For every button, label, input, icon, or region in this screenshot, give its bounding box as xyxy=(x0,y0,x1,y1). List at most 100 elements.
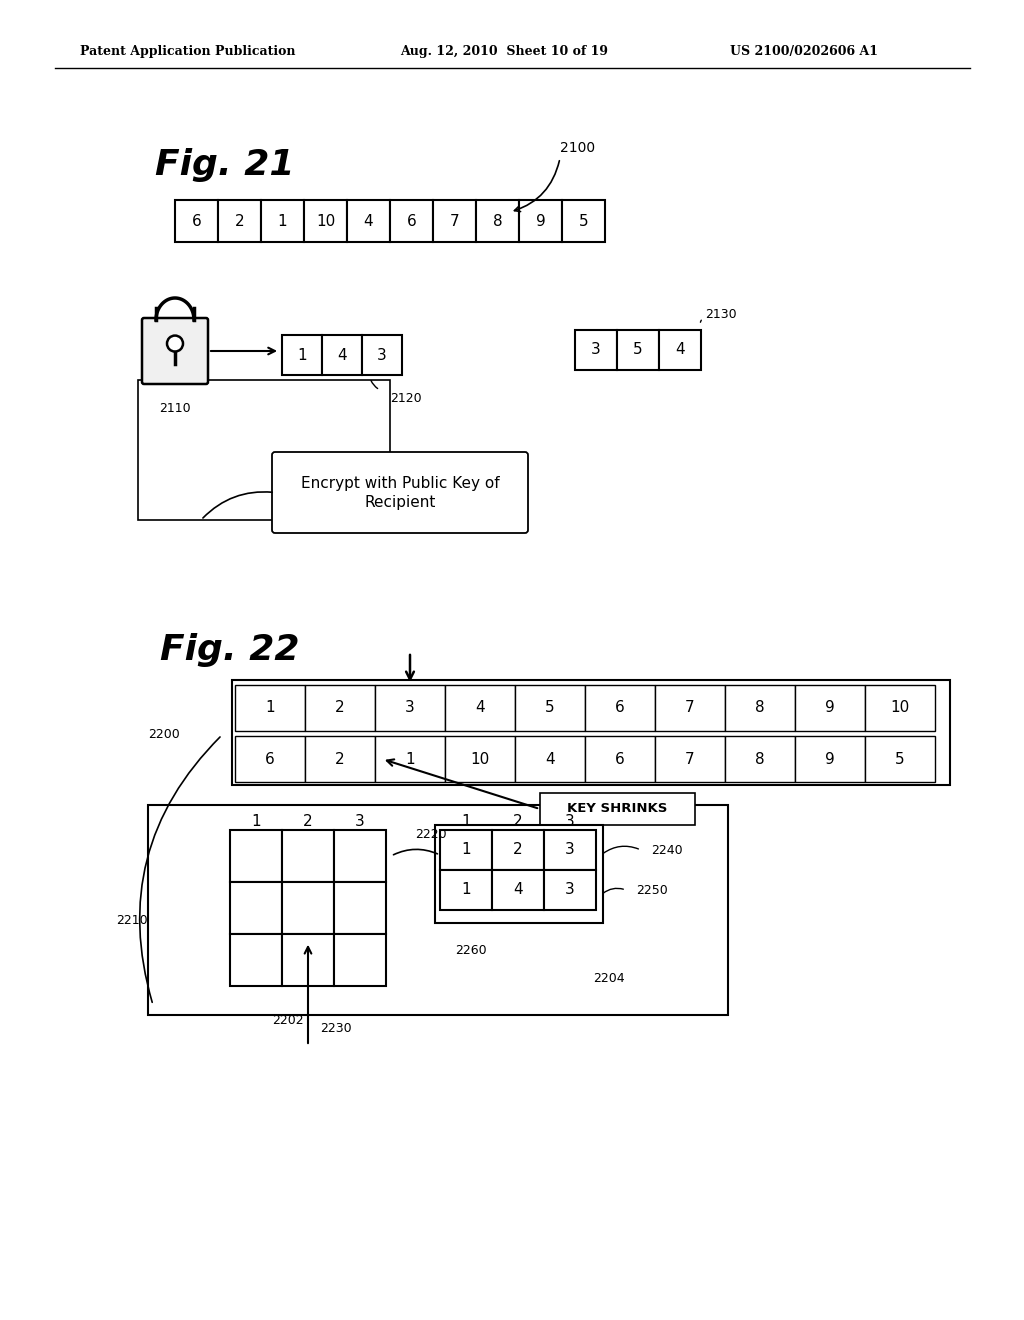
Text: 2250: 2250 xyxy=(636,883,668,896)
Bar xyxy=(230,935,282,986)
Text: 5: 5 xyxy=(579,214,589,228)
Bar xyxy=(282,830,334,882)
Bar xyxy=(492,870,544,909)
FancyBboxPatch shape xyxy=(142,318,208,384)
Text: 2240: 2240 xyxy=(651,843,683,857)
Text: 9: 9 xyxy=(825,701,835,715)
Text: Patent Application Publication: Patent Application Publication xyxy=(80,45,296,58)
Text: Recipient: Recipient xyxy=(365,495,435,510)
Text: 10: 10 xyxy=(315,214,335,228)
Text: 3: 3 xyxy=(565,842,574,858)
Bar xyxy=(519,201,562,242)
Bar xyxy=(175,201,218,242)
Text: 1: 1 xyxy=(251,814,261,829)
Text: Encrypt with Public Key of: Encrypt with Public Key of xyxy=(301,477,500,491)
Bar xyxy=(655,685,725,731)
Text: 10: 10 xyxy=(470,751,489,767)
Bar xyxy=(440,870,492,909)
Text: 7: 7 xyxy=(685,701,695,715)
Text: 2200: 2200 xyxy=(148,729,180,742)
Bar xyxy=(282,935,334,986)
Text: 4: 4 xyxy=(475,701,484,715)
Bar xyxy=(445,685,515,731)
Bar xyxy=(433,201,476,242)
Text: 2210: 2210 xyxy=(117,913,148,927)
Text: 2230: 2230 xyxy=(319,1022,351,1035)
Text: 3: 3 xyxy=(591,342,601,358)
Bar xyxy=(476,201,519,242)
Text: 8: 8 xyxy=(493,214,503,228)
Text: 2: 2 xyxy=(335,751,345,767)
Bar xyxy=(138,380,390,520)
Text: 3: 3 xyxy=(565,883,574,898)
Text: 5: 5 xyxy=(895,751,905,767)
Bar xyxy=(795,685,865,731)
Text: 9: 9 xyxy=(536,214,546,228)
Bar xyxy=(865,737,935,781)
Bar xyxy=(865,685,935,731)
Text: 3: 3 xyxy=(565,814,574,829)
Bar xyxy=(540,793,695,825)
Bar xyxy=(261,201,304,242)
Text: 3: 3 xyxy=(377,347,387,363)
Bar xyxy=(575,330,617,370)
Bar xyxy=(725,685,795,731)
Bar xyxy=(334,935,386,986)
Text: 4: 4 xyxy=(545,751,555,767)
Text: 2120: 2120 xyxy=(390,392,422,404)
Bar xyxy=(347,201,390,242)
Bar xyxy=(617,330,659,370)
Bar xyxy=(232,680,950,785)
FancyBboxPatch shape xyxy=(272,451,528,533)
Text: 2130: 2130 xyxy=(705,309,736,322)
Text: 2: 2 xyxy=(513,814,523,829)
Bar xyxy=(334,882,386,935)
Text: 2220: 2220 xyxy=(415,829,446,842)
Text: 4: 4 xyxy=(513,883,523,898)
Bar xyxy=(218,201,261,242)
Bar xyxy=(655,737,725,781)
Bar xyxy=(795,737,865,781)
Text: 1: 1 xyxy=(278,214,288,228)
Bar xyxy=(445,737,515,781)
Text: 4: 4 xyxy=(337,347,347,363)
Bar xyxy=(515,737,585,781)
Bar xyxy=(304,201,347,242)
Bar xyxy=(725,737,795,781)
Text: 6: 6 xyxy=(191,214,202,228)
Text: 2: 2 xyxy=(234,214,245,228)
Text: 5: 5 xyxy=(633,342,643,358)
Bar xyxy=(492,830,544,870)
Bar xyxy=(234,737,305,781)
Bar xyxy=(234,685,305,731)
Text: 7: 7 xyxy=(685,751,695,767)
Bar xyxy=(375,685,445,731)
Bar xyxy=(305,737,375,781)
Text: 2110: 2110 xyxy=(159,401,190,414)
Text: 8: 8 xyxy=(755,751,765,767)
Bar xyxy=(562,201,605,242)
Text: 7: 7 xyxy=(450,214,460,228)
Bar xyxy=(440,830,492,870)
Text: 1: 1 xyxy=(265,701,274,715)
Text: 5: 5 xyxy=(545,701,555,715)
Bar xyxy=(148,805,728,1015)
Bar xyxy=(585,737,655,781)
Text: 1: 1 xyxy=(297,347,307,363)
Text: 3: 3 xyxy=(355,814,365,829)
Bar xyxy=(544,830,596,870)
Text: 3: 3 xyxy=(406,701,415,715)
Bar xyxy=(390,201,433,242)
Bar xyxy=(515,685,585,731)
Text: 2: 2 xyxy=(335,701,345,715)
Text: 9: 9 xyxy=(825,751,835,767)
Bar xyxy=(322,335,362,375)
Bar xyxy=(585,685,655,731)
Bar xyxy=(659,330,701,370)
Bar xyxy=(230,882,282,935)
Text: US 2100/0202606 A1: US 2100/0202606 A1 xyxy=(730,45,878,58)
Text: Fig. 21: Fig. 21 xyxy=(155,148,295,182)
Text: 1: 1 xyxy=(461,814,471,829)
Bar xyxy=(362,335,402,375)
Text: 1: 1 xyxy=(461,842,471,858)
